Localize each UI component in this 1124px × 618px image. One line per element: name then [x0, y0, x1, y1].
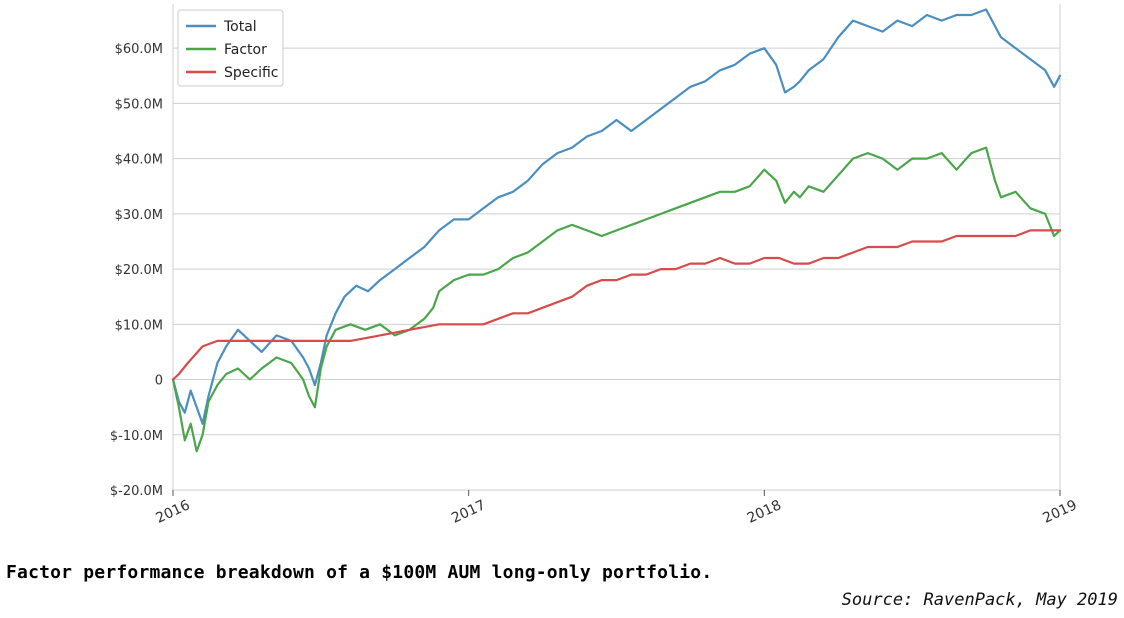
x-tick-label: 2016: [153, 497, 192, 527]
series-lines: [171, 8, 1062, 453]
y-tick-label: 0: [155, 374, 163, 389]
legend-box: [177, 9, 284, 87]
legend-label-specific: Specific: [224, 65, 279, 81]
y-tick-label: $50.0M: [115, 97, 163, 112]
legend-label-factor: Factor: [224, 42, 267, 58]
series-line-specific: [171, 229, 1062, 381]
series-line-factor: [171, 146, 1062, 453]
series-line-total: [171, 8, 1062, 425]
x-tick-label: 2018: [745, 497, 784, 527]
x-tick-labels: 2016 2017 2018 2019: [153, 497, 1079, 527]
x-tick-label: 2017: [449, 497, 488, 527]
source-note: Source: RavenPack, May 2019: [841, 590, 1118, 610]
legend: Total Factor Specific: [177, 9, 284, 87]
figure-caption: Factor performance breakdown of a $100M …: [6, 562, 713, 583]
y-tick-label: $60.0M: [115, 42, 163, 57]
y-tick-label: $-20.0M: [110, 484, 163, 499]
y-tick-label: $10.0M: [115, 318, 163, 333]
y-tick-label: $40.0M: [115, 153, 163, 168]
legend-label-total: Total: [223, 19, 257, 35]
x-tick-label: 2019: [1040, 497, 1079, 527]
y-tick-label: $20.0M: [115, 263, 163, 278]
gridlines: [173, 47, 1060, 491]
y-tick-labels: $-20.0M $-10.0M 0 $10.0M $20.0M $30.0M $40.0M $…: [110, 42, 163, 499]
axes: [172, 4, 1061, 496]
line-chart: $-20.0M $-10.0M 0 $10.0M $20.0M $30.0M $40.0M $…: [110, 4, 1080, 527]
y-tick-label: $-10.0M: [110, 429, 163, 444]
y-tick-label: $30.0M: [115, 208, 163, 223]
